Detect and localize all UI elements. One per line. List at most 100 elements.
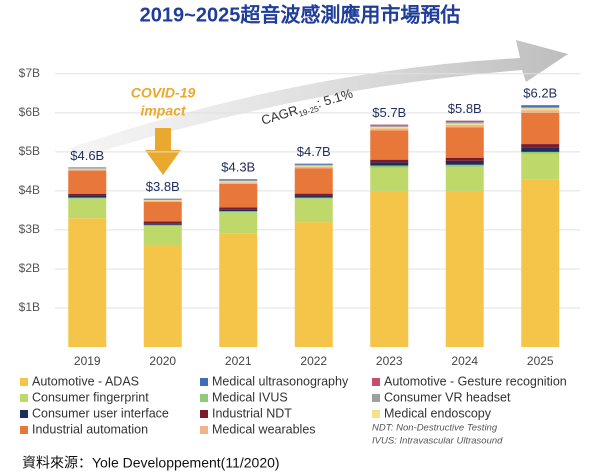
bar-segment [68, 218, 107, 347]
source: 資料來源：Yole Developpement(11/2020) [22, 455, 280, 471]
x-tick-label: 2023 [376, 354, 403, 368]
total-label: $5.8B [448, 101, 482, 116]
bar-segment [370, 159, 409, 163]
bar-segment [68, 195, 107, 198]
bar-segment [219, 183, 258, 208]
bar-segment [68, 168, 107, 170]
bar-segment [294, 193, 333, 196]
bar-segment [370, 162, 409, 166]
chart-title: 2019~2025超音波感測應用市場預估 [140, 2, 461, 26]
bar-segment [521, 105, 560, 106]
bar-segment [294, 195, 333, 198]
bar-segment [370, 128, 409, 131]
bar-segment [521, 179, 560, 347]
legend-label: Consumer fingerprint [32, 390, 149, 404]
y-tick-label: $1B [19, 300, 40, 314]
bar-segment [445, 123, 484, 125]
legend-label: Automotive - ADAS [32, 374, 139, 388]
bar-segment [219, 212, 258, 234]
bar-segment [143, 198, 182, 200]
legend-label: Automotive - Gesture recognition [384, 374, 567, 388]
legend-swatch [372, 410, 380, 418]
bar-segment [370, 124, 409, 126]
bar-segment [370, 167, 409, 191]
bar-segment [143, 200, 182, 202]
x-tick-label: 2020 [149, 354, 176, 368]
y-tick-label: $6B [19, 105, 40, 119]
y-tick-label: $7B [19, 66, 40, 80]
bar-segment [294, 164, 333, 166]
bar-segment [68, 167, 107, 169]
bar-segment [143, 224, 182, 227]
cagr-arrow [70, 40, 568, 158]
legend-swatch [200, 410, 208, 418]
y-tick-label: $4B [19, 183, 40, 197]
bar-segment [370, 190, 409, 347]
legend-label: Industrial NDT [212, 406, 292, 420]
bar-segment [68, 169, 107, 171]
total-label: $4.6B [70, 148, 104, 163]
legend-label: Consumer VR headset [384, 390, 511, 404]
bar-segment [219, 180, 258, 182]
legend-swatch [200, 378, 208, 386]
bar-segment [445, 124, 484, 128]
bar-segment [445, 120, 484, 122]
bar-segment [219, 211, 258, 213]
bar-segment [143, 245, 182, 347]
y-tick-label: $2B [19, 261, 40, 275]
bar-segment [445, 127, 484, 158]
total-label: $5.7B [372, 105, 406, 120]
bar-segment [219, 207, 258, 210]
bar-segment [219, 181, 258, 183]
legend-swatch [20, 410, 28, 418]
x-tick-label: 2024 [451, 354, 478, 368]
bar-segment [521, 151, 560, 154]
bar-segment [219, 209, 258, 212]
covid-annotation: COVID-19 [131, 85, 196, 101]
bar-segment [445, 160, 484, 165]
bar-segment [143, 221, 182, 224]
x-tick-label: 2022 [300, 354, 327, 368]
bar-segment [370, 165, 409, 168]
legend-swatch [200, 394, 208, 402]
y-tick-label: $5B [19, 144, 40, 158]
bar-segment [219, 182, 258, 184]
bar-segment [143, 201, 182, 222]
bar-segment [68, 198, 107, 219]
y-tick-label: $3B [19, 222, 40, 236]
total-label: $3.8B [146, 179, 180, 194]
bar-segment [445, 164, 484, 167]
legend-swatch [20, 426, 28, 434]
note: IVUS: Intravascular Ultrasound [372, 436, 503, 447]
bar-segment [294, 197, 333, 199]
bar-segment [370, 126, 409, 129]
total-label: $6.2B [523, 85, 557, 100]
bar-segment [294, 198, 333, 223]
x-tick-label: 2019 [74, 354, 101, 368]
bar-segment [68, 170, 107, 195]
x-tick-label: 2025 [527, 354, 554, 368]
bar-segment [521, 147, 560, 152]
covid-annotation: impact [140, 103, 186, 119]
bar-segment [143, 226, 182, 246]
bar-segment [370, 130, 409, 160]
legend-label: Consumer user interface [32, 406, 169, 420]
bar-segment [143, 223, 182, 225]
bar-segment [68, 194, 107, 196]
bar-segment [219, 233, 258, 347]
legend-swatch [20, 378, 28, 386]
bar-segment [521, 153, 560, 180]
bar-segment [521, 105, 560, 107]
legend-label: Industrial automation [32, 422, 148, 436]
bar-segment [445, 122, 484, 124]
bar-segment [219, 179, 258, 181]
bar-segment [521, 110, 560, 113]
note: NDT: Non-Destructive Testing [372, 423, 498, 434]
total-label: $4.7B [297, 144, 331, 159]
bar-segment [521, 144, 560, 148]
bar-segment [294, 165, 333, 167]
bar-segment [445, 190, 484, 347]
bar-segment [521, 108, 560, 111]
legend-label: Medical endoscopy [384, 406, 492, 420]
